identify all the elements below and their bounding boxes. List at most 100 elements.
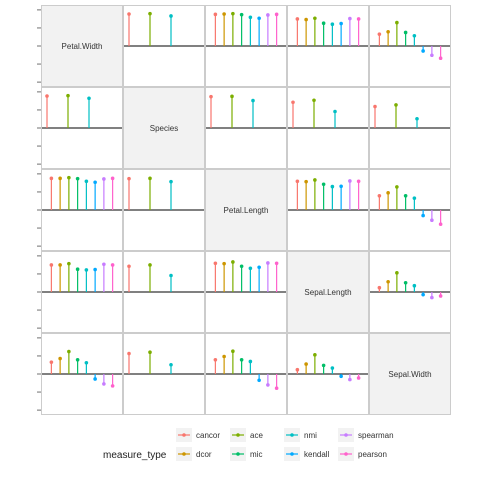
- lollipop-point-nmi: [330, 22, 335, 27]
- legend-label-cancor: cancor: [196, 431, 220, 440]
- lollipop-point-kendall: [339, 21, 343, 26]
- facet-panel: [287, 251, 369, 333]
- lollipop-point-mic: [403, 30, 408, 35]
- lollipop-point-ace: [148, 350, 152, 355]
- lollipop-point-ace: [66, 93, 70, 98]
- lollipop-point-dcor: [304, 179, 308, 184]
- lollipop-point-spearman: [348, 16, 352, 21]
- lollipop-point-pearson: [438, 294, 443, 298]
- lollipop-point-pearson: [274, 261, 279, 266]
- lollipop-point-mic: [75, 267, 80, 272]
- lollipop-point-kendall: [257, 16, 261, 21]
- lollipop-point-spearman: [348, 377, 352, 382]
- lollipop-point-mic: [321, 182, 326, 187]
- lollipop-point-mic: [75, 358, 80, 362]
- legend-key-point: [236, 452, 240, 456]
- lollipop-point-dcor: [222, 261, 226, 266]
- lollipop-point-nmi: [412, 283, 417, 288]
- lollipop-point-nmi: [169, 179, 173, 184]
- lollipop-point-cancor: [377, 194, 382, 198]
- lollipop-point-cancor: [291, 100, 295, 105]
- legend-label-pearson: pearson: [358, 450, 387, 459]
- lollipop-point-cancor: [49, 263, 54, 267]
- lollipop-point-spearman: [430, 295, 434, 300]
- facet-panel: [369, 333, 451, 415]
- lollipop-point-kendall: [339, 374, 343, 379]
- lollipop-point-kendall: [257, 265, 261, 270]
- lollipop-point-pearson: [110, 263, 115, 267]
- lollipop-point-ace: [312, 98, 316, 103]
- lollipop-point-pearson: [438, 222, 443, 226]
- lollipop-point-cancor: [49, 176, 54, 181]
- lollipop-point-cancor: [49, 360, 54, 364]
- lollipop-point-kendall: [93, 267, 97, 272]
- legend-key-point: [344, 452, 348, 456]
- lollipop-point-nmi: [169, 14, 173, 18]
- lollipop-point-cancor: [295, 17, 300, 21]
- lollipop-point-ace: [148, 11, 152, 16]
- lollipop-point-dcor: [222, 12, 226, 16]
- lollipop-point-pearson: [110, 176, 115, 181]
- facet-panel: [205, 169, 287, 251]
- lollipop-point-dcor: [386, 279, 390, 284]
- lollipop-point-dcor: [222, 354, 226, 359]
- legend-key-point: [290, 452, 294, 456]
- lollipop-point-cancor: [213, 261, 218, 266]
- legend-label-nmi: nmi: [304, 431, 317, 440]
- lollipop-point-pearson: [356, 17, 361, 21]
- diagonal-variable-label: Petal.Length: [224, 206, 269, 215]
- lollipop-point-kendall: [93, 180, 97, 185]
- lollipop-point-ace: [67, 261, 71, 266]
- diagonal-variable-label: Sepal.Length: [304, 288, 351, 297]
- lollipop-point-mic: [321, 21, 326, 26]
- lollipop-point-nmi: [84, 268, 89, 272]
- lollipop-point-mic: [321, 363, 326, 368]
- lollipop-point-ace: [148, 176, 152, 181]
- lollipop-point-dcor: [386, 30, 390, 34]
- lollipop-point-mic: [239, 264, 244, 269]
- lollipop-point-nmi: [248, 359, 253, 364]
- lollipop-point-cancor: [373, 104, 377, 109]
- lollipop-point-ace: [231, 11, 235, 16]
- lollipop-point-nmi: [330, 366, 335, 370]
- lollipop-point-nmi: [251, 98, 255, 103]
- lollipop-point-cancor: [295, 367, 300, 372]
- legend-label-spearman: spearman: [358, 431, 394, 440]
- lollipop-point-kendall: [257, 378, 261, 383]
- lollipop-point-mic: [403, 280, 408, 285]
- lollipop-point-ace: [395, 20, 399, 25]
- lollipop-point-kendall: [421, 213, 425, 218]
- legend-key-point: [290, 433, 294, 437]
- lollipop-point-pearson: [356, 179, 361, 184]
- lollipop-point-nmi: [169, 273, 173, 278]
- lollipop-point-nmi: [84, 360, 89, 365]
- lollipop-point-ace: [231, 349, 235, 354]
- lollipop-point-ace: [394, 103, 398, 107]
- lollipop-point-ace: [313, 16, 317, 21]
- lollipop-point-pearson: [274, 386, 279, 390]
- lollipop-point-nmi: [248, 266, 253, 271]
- lollipop-point-nmi: [412, 33, 417, 38]
- lollipop-point-nmi: [87, 96, 91, 101]
- lollipop-point-dcor: [58, 176, 62, 181]
- lollipop-point-cancor: [213, 358, 218, 362]
- lollipop-point-spearman: [430, 53, 434, 58]
- lollipop-point-dcor: [304, 362, 308, 366]
- lollipop-point-pearson: [110, 384, 115, 388]
- legend-key-point: [182, 433, 186, 437]
- legend-title: measure_type: [103, 450, 167, 461]
- lollipop-point-ace: [67, 349, 71, 354]
- lollipop-point-spearman: [102, 177, 106, 181]
- lollipop-point-spearman: [266, 261, 270, 265]
- lollipop-point-pearson: [438, 56, 443, 61]
- lollipop-point-nmi: [248, 15, 253, 20]
- lollipop-point-spearman: [266, 13, 270, 17]
- lollipop-point-cancor: [213, 12, 218, 17]
- lollipop-point-kendall: [421, 292, 425, 297]
- lollipop-point-kendall: [421, 49, 425, 53]
- lollipop-point-dcor: [386, 191, 390, 195]
- lollipop-point-cancor: [45, 94, 49, 98]
- lollipop-point-ace: [230, 94, 234, 99]
- lollipop-point-dcor: [58, 263, 62, 267]
